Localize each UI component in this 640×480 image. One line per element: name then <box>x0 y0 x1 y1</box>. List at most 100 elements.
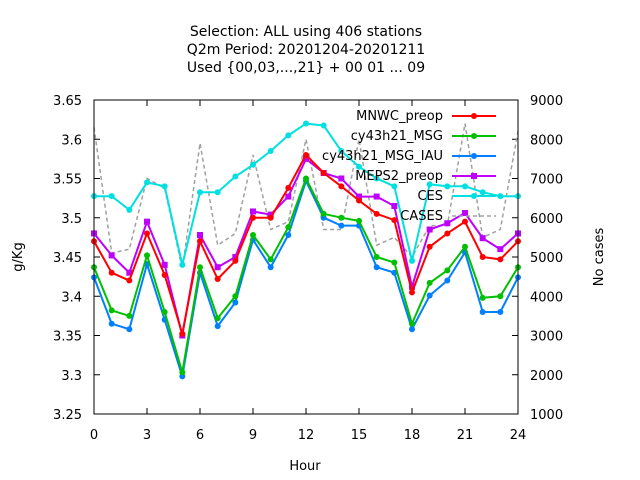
legend-label: cy43h21_MSG_IAU <box>322 149 443 164</box>
legend-marker <box>471 173 477 179</box>
data-point <box>285 132 292 139</box>
data-point <box>214 315 221 322</box>
data-point <box>320 170 327 177</box>
legend-marker <box>471 153 477 159</box>
data-point <box>497 308 504 315</box>
data-point <box>126 277 133 284</box>
data-point <box>161 261 168 268</box>
data-point <box>179 330 186 337</box>
series-line-cy43h21-msg-iau <box>93 178 519 377</box>
legend-label: CASES <box>400 209 443 224</box>
data-point <box>285 184 292 191</box>
data-point <box>338 148 345 155</box>
series-line-ces <box>94 122 518 266</box>
data-point <box>161 308 168 315</box>
x-tick-label: 12 <box>298 428 315 443</box>
data-point <box>409 283 415 290</box>
data-point <box>444 220 451 227</box>
data-point <box>232 173 239 180</box>
data-point <box>197 189 203 196</box>
data-point <box>497 293 504 300</box>
data-point <box>497 256 504 263</box>
x-tick-label: 0 <box>90 428 98 443</box>
y2-tick-label: 2000 <box>530 369 563 384</box>
data-point <box>356 197 362 204</box>
y-tick-label: 3.3 <box>61 369 82 384</box>
tick-labels: 0 3 6 9 12 15 18 21 24 3.25 3.3 3.35 3.4 3.45 3.5 3.55 3… <box>53 94 563 443</box>
series-layer <box>91 120 521 380</box>
x-tick-label: 6 <box>196 428 204 443</box>
data-point <box>126 206 133 213</box>
data-point <box>232 299 239 306</box>
x-tick-label: 21 <box>457 428 474 443</box>
y-tick-label: 3.45 <box>53 251 82 266</box>
data-point <box>373 210 380 217</box>
data-point <box>462 210 468 217</box>
data-point <box>479 254 486 260</box>
y2-tick-label: 9000 <box>530 94 563 109</box>
data-point <box>444 230 451 237</box>
data-point <box>320 210 327 217</box>
legend-marker <box>471 113 477 119</box>
data-point <box>267 148 274 155</box>
data-point <box>232 293 239 300</box>
series-ces <box>91 120 521 268</box>
y-axis-label: g/Kg <box>11 242 26 271</box>
title-line-2: Q2m Period: 20201204-20201211 <box>187 42 425 58</box>
x-tick-label: 18 <box>404 428 421 443</box>
data-point <box>444 277 451 284</box>
y2-axis-label: No cases <box>592 228 607 287</box>
data-point <box>479 189 486 196</box>
data-point <box>232 257 239 264</box>
legend-label: MNWC_preop <box>356 109 443 124</box>
x-tick-label: 24 <box>510 428 527 443</box>
legend-label: cy43h21_MSG <box>351 129 443 144</box>
data-point <box>197 238 203 245</box>
data-point <box>426 181 433 188</box>
data-point <box>285 193 292 200</box>
x-axis-label: Hour <box>289 459 321 474</box>
data-point <box>108 252 115 259</box>
y2-tick-label: 3000 <box>530 330 563 345</box>
data-point <box>426 279 433 286</box>
data-point <box>338 175 345 182</box>
data-point <box>356 163 362 170</box>
data-point <box>161 272 168 279</box>
y-tick-label: 3.4 <box>61 290 82 305</box>
title-line-1: Selection: ALL using 406 stations <box>190 24 422 40</box>
y-tick-label: 3.25 <box>53 408 82 423</box>
data-point <box>462 243 468 250</box>
legend-item: CES <box>417 189 496 204</box>
data-point <box>267 211 274 218</box>
legend-label: CES <box>417 189 443 204</box>
data-point <box>462 218 468 225</box>
series-cy43h21-msg <box>91 175 521 376</box>
data-point <box>303 151 309 158</box>
data-point <box>179 369 186 376</box>
data-point <box>250 214 256 221</box>
data-point <box>232 254 239 260</box>
y-tick-label: 3.55 <box>53 173 82 188</box>
data-point <box>108 320 115 327</box>
data-point <box>356 217 362 224</box>
data-point <box>250 161 256 168</box>
data-point <box>409 289 415 296</box>
data-point <box>197 232 203 239</box>
data-point <box>303 155 309 162</box>
data-point <box>444 183 451 190</box>
data-point <box>108 307 115 314</box>
data-point <box>214 189 221 196</box>
y2-tick-label: 1000 <box>530 408 563 423</box>
data-point <box>108 269 115 276</box>
y-tick-label: 3.35 <box>53 330 82 345</box>
y-tick-label: 3.5 <box>61 212 82 227</box>
data-point <box>250 232 256 239</box>
y-tick-label: 3.65 <box>53 94 82 109</box>
legend-item: MEPS2_preop <box>355 169 496 184</box>
data-point <box>426 243 433 250</box>
data-point <box>373 264 380 271</box>
data-point <box>144 218 150 225</box>
legend-item: MNWC_preop <box>356 109 496 124</box>
data-point <box>267 214 274 221</box>
